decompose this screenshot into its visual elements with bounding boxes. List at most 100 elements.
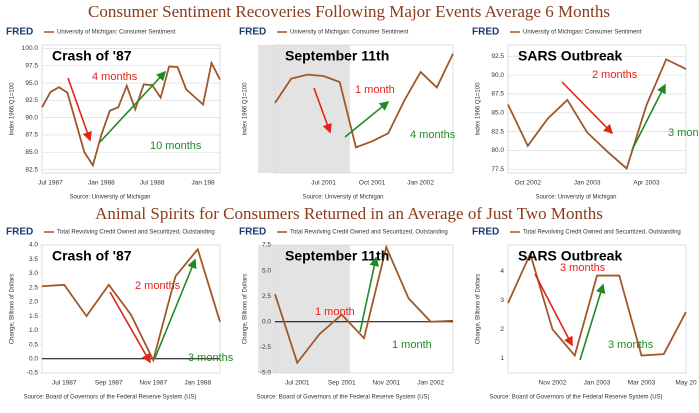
x-tick-label: Jul 1988 [140, 180, 165, 187]
plot-frame [507, 44, 687, 174]
plot-frame [274, 44, 454, 174]
legend-label: University of Michigan: Consumer Sentime… [57, 30, 176, 36]
annotation-arrow [67, 77, 92, 142]
plot-frame [41, 44, 221, 174]
annotation: 1 month [392, 339, 432, 351]
y-axis-label: Index 1966 Q1=100 [476, 82, 482, 136]
logo: FRED [472, 227, 499, 238]
annotation: 1 month [355, 84, 395, 96]
data-line [274, 53, 454, 149]
y-tick-label: 1.5 [29, 313, 38, 320]
x-tick-label: Jan 198 [191, 180, 215, 187]
annotation: 2 months [135, 280, 181, 292]
x-tick-label: Nov 2002 [539, 380, 567, 387]
data-line [41, 247, 221, 363]
y-tick-label: 82.5 [491, 128, 504, 135]
y-tick-label: 80.0 [491, 147, 504, 154]
annotation: 10 months [150, 140, 202, 152]
y-tick-label: 1 [500, 355, 504, 362]
y-tick-label: 82.5 [25, 166, 38, 173]
plot-frame [41, 244, 221, 374]
x-tick-label: Jan 2003 [584, 380, 611, 387]
x-tick-label: Jul 2001 [285, 380, 310, 387]
annotation-arrow [313, 87, 332, 134]
annotation-arrow [344, 100, 390, 138]
annotation-arrow [631, 83, 666, 151]
y-tick-label: 0.0 [262, 319, 271, 326]
annotation-arrow [109, 291, 151, 364]
annotation: 3 months [668, 127, 699, 139]
heading: Animal Spirits for Consumers Returned in… [95, 204, 603, 223]
annotation-arrow [154, 258, 197, 359]
logo: FRED [6, 227, 33, 238]
y-tick-label: 92.5 [25, 97, 38, 104]
x-tick-label: Apr 2003 [633, 180, 660, 187]
annotation: 3 months [560, 262, 606, 274]
y-tick-label: 90.0 [25, 114, 38, 121]
y-tick-label: 3.0 [29, 270, 38, 277]
legend-label: Total Revolving Credit Owned and Securit… [290, 230, 448, 236]
y-tick-label: 85.0 [491, 109, 504, 116]
source: Source: Board of Governors of the Federa… [489, 395, 662, 401]
y-tick-label: -2.5 [260, 344, 272, 351]
x-tick-label: May 20 [675, 380, 697, 387]
x-tick-label: Oct 2002 [515, 180, 542, 187]
y-tick-label: 3 [500, 297, 504, 304]
y-tick-label: 87.5 [25, 132, 38, 139]
y-axis-label: Index 1966 Q1=100 [243, 82, 249, 136]
data-line [507, 58, 687, 171]
source: Source: University of Michigan [535, 195, 616, 201]
y-tick-label: 2.5 [29, 284, 38, 291]
annotation: 2 months [592, 69, 638, 81]
y-tick-label: 4 [500, 268, 504, 275]
y-tick-label: 1.0 [29, 327, 38, 334]
inset-title: SARS Outbreak [518, 48, 622, 64]
logo: FRED [239, 227, 266, 238]
y-tick-label: 97.5 [25, 62, 38, 69]
annotation: 3 months [188, 352, 234, 364]
x-tick-label: Nov 1987 [139, 380, 167, 387]
shaded-period [258, 245, 350, 373]
annotation-arrow [561, 81, 614, 135]
inset-title: September 11th [285, 248, 389, 264]
y-tick-label: 92.5 [491, 53, 504, 60]
source: Source: University of Michigan [302, 195, 383, 201]
x-tick-label: Jul 2001 [311, 180, 336, 187]
logo: FRED [472, 27, 499, 38]
y-axis-label: Change, Billions of Dollars [476, 274, 482, 344]
y-axis-label: Index 1966:Q1=100 [10, 82, 16, 136]
y-tick-label: 90.0 [491, 72, 504, 79]
source: Source: Board of Governors of the Federa… [23, 395, 196, 401]
x-tick-label: Nov 2001 [372, 380, 400, 387]
x-tick-label: Jan 2003 [574, 180, 601, 187]
shaded-period [258, 45, 350, 173]
source: Source: Board of Governors of the Federa… [256, 395, 429, 401]
annotation: 3 months [608, 339, 654, 351]
annotation-arrow [99, 70, 167, 143]
y-tick-label: 87.5 [491, 91, 504, 98]
y-axis-label: Change, Billions of Dollars [10, 274, 16, 344]
legend-label: University of Michigan: Consumer Sentime… [290, 30, 409, 36]
x-tick-label: Jul 1987 [52, 380, 77, 387]
annotation-arrow [579, 283, 606, 361]
y-axis-label: Change, Billions of Dollars [243, 274, 249, 344]
y-tick-label: 5.0 [262, 267, 271, 274]
annotation: 4 months [92, 71, 138, 83]
inset-title: Crash of '87 [52, 48, 132, 64]
data-line [41, 60, 221, 168]
x-tick-label: Mar 2003 [628, 380, 656, 387]
annotation-arrow [359, 256, 380, 333]
annotation-arrow [534, 273, 573, 347]
logo: FRED [239, 27, 266, 38]
annotation: 1 month [315, 306, 355, 318]
y-tick-label: 2.5 [262, 293, 271, 300]
y-tick-label: 0.0 [29, 355, 38, 362]
y-tick-label: 85.0 [25, 149, 38, 156]
logo: FRED [6, 27, 33, 38]
y-tick-label: 2 [500, 326, 504, 333]
y-tick-label: -0.5 [27, 370, 39, 377]
source: Source: University of Michigan [69, 195, 150, 201]
x-tick-label: Jan 1988 [184, 380, 211, 387]
legend-label: University of Michigan: Consumer Sentime… [523, 30, 642, 36]
x-tick-label: Jan 2002 [417, 380, 444, 387]
